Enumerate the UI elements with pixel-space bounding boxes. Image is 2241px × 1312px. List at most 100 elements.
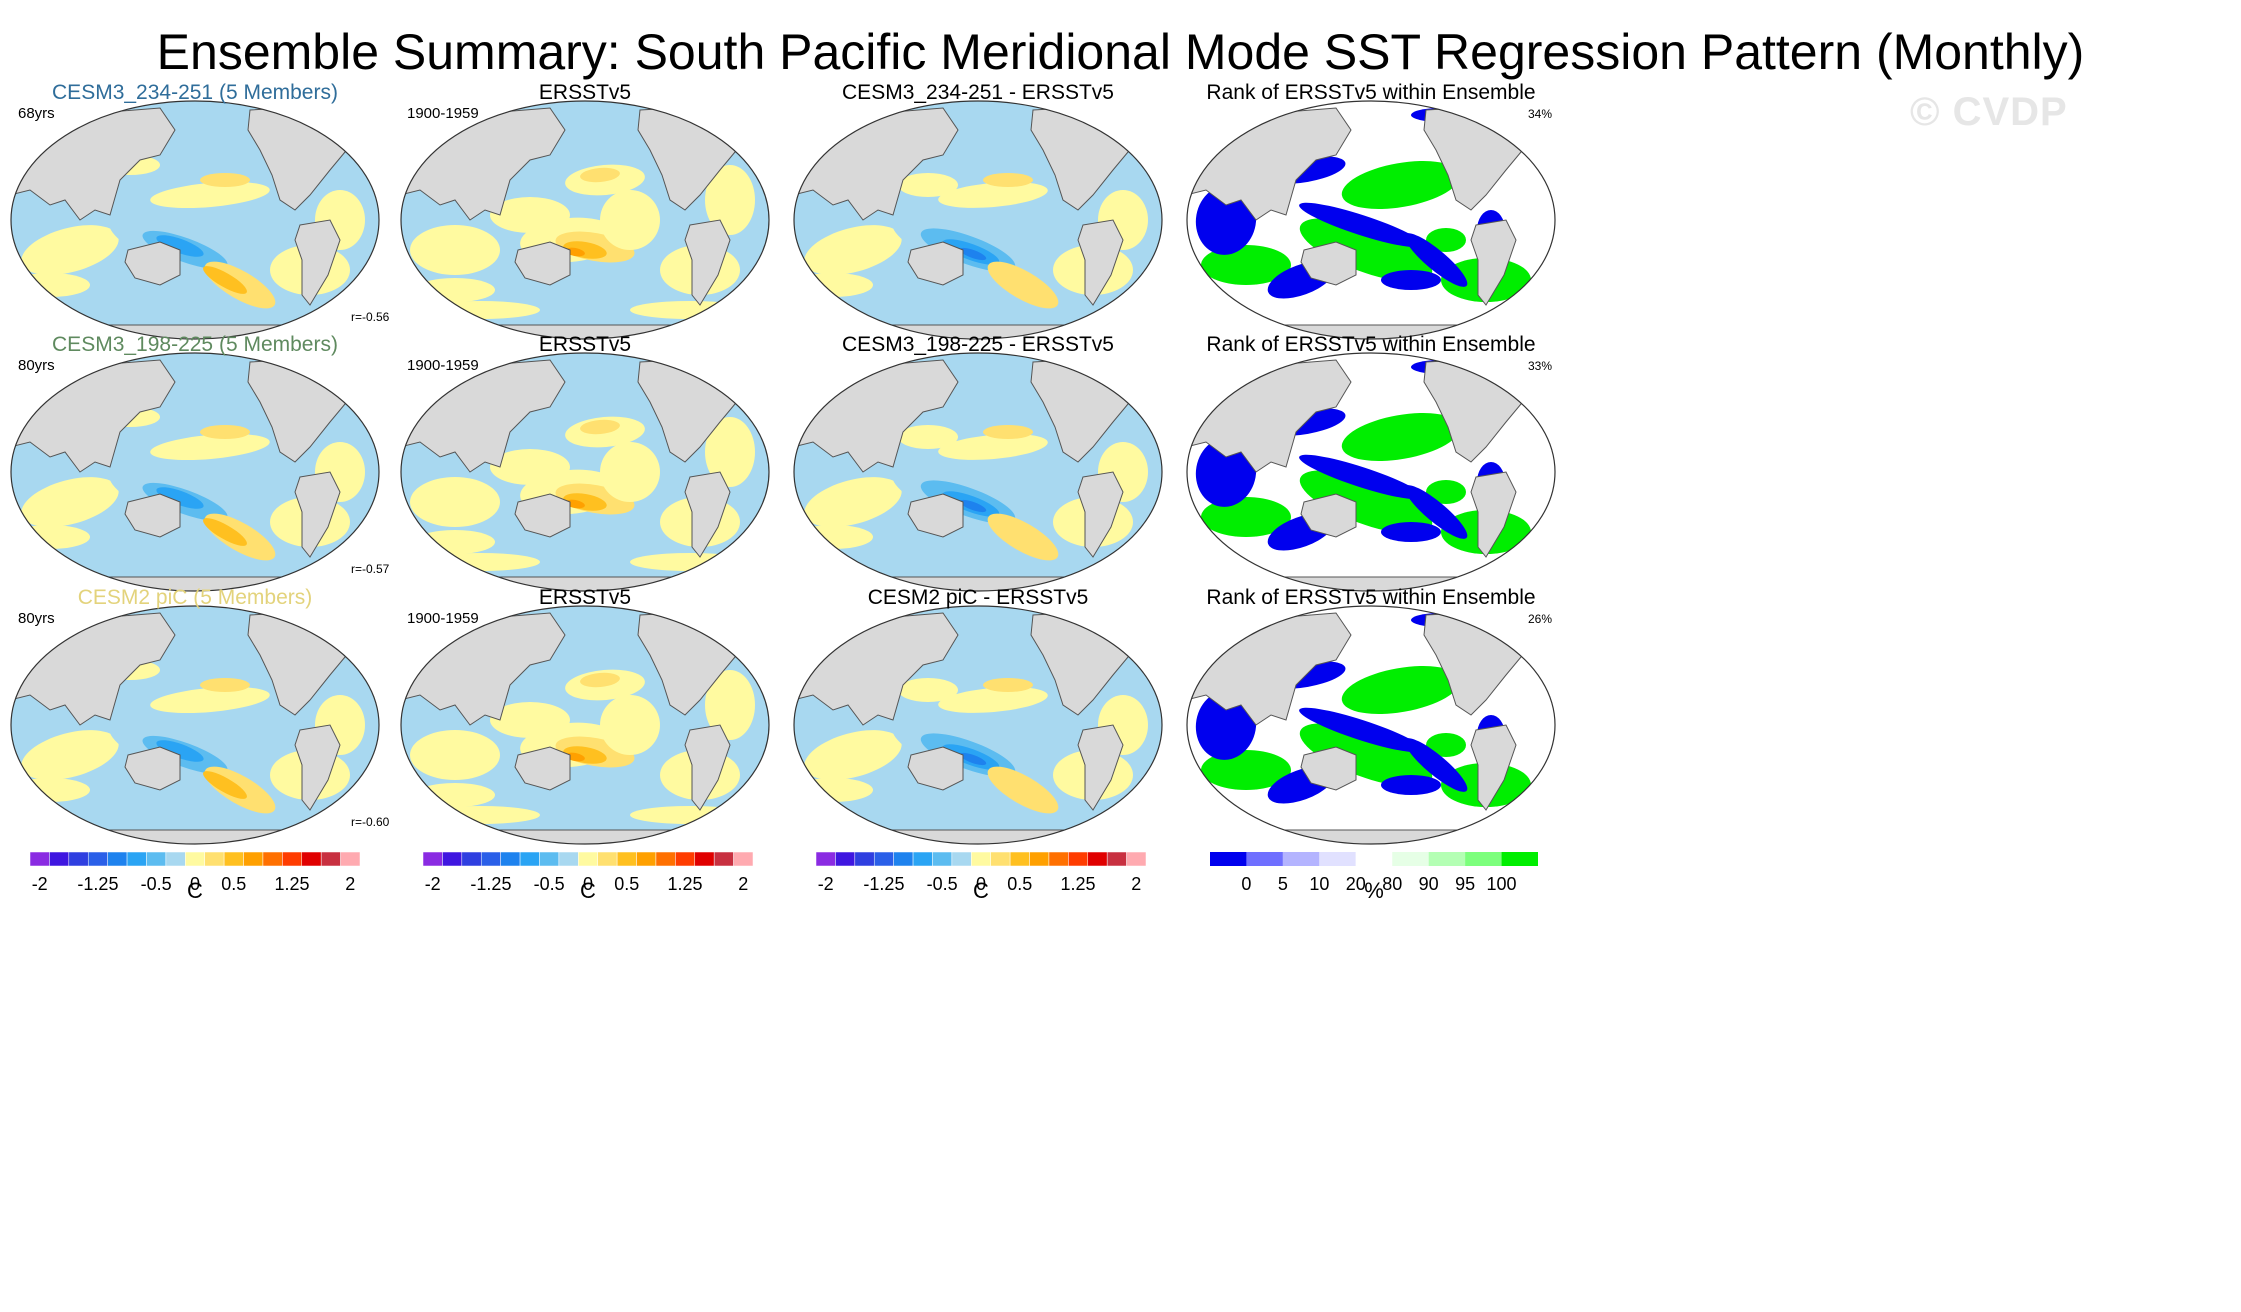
colorbar-box bbox=[461, 851, 482, 867]
sst-anomaly bbox=[580, 672, 620, 688]
colorbar-box bbox=[1355, 852, 1393, 866]
sst-anomaly bbox=[938, 687, 1048, 713]
colorbar-box bbox=[815, 851, 836, 867]
greenland-land bbox=[1137, 609, 1162, 641]
colorbar-box bbox=[835, 851, 856, 867]
colorbar-box bbox=[126, 851, 147, 867]
colorbar-box bbox=[519, 851, 540, 867]
rank-region bbox=[1381, 270, 1441, 290]
colorbar-box bbox=[282, 851, 303, 867]
colorbar-box bbox=[87, 851, 108, 867]
colorbar-tick-label: 0 bbox=[190, 874, 200, 894]
colorbar-box bbox=[340, 851, 361, 867]
sst-anomaly bbox=[21, 477, 119, 527]
diff-map bbox=[793, 100, 1163, 340]
period-label: 1900-1959 bbox=[407, 357, 479, 374]
colorbar-tick-label: 100 bbox=[1487, 874, 1517, 894]
sst-anomaly bbox=[150, 433, 270, 461]
sst-anomaly bbox=[156, 487, 204, 509]
obs-panel-title: ERSSTv5 bbox=[538, 333, 632, 356]
diff-panel-title: CESM2 piC - ERSSTv5 bbox=[867, 586, 1089, 609]
colorbar-box bbox=[480, 851, 501, 867]
pattern-correlation: r=-0.57 bbox=[351, 562, 390, 576]
australia-land bbox=[514, 241, 571, 286]
rank-region bbox=[1381, 775, 1441, 795]
colorbar-units: C bbox=[973, 878, 989, 903]
south-america-land bbox=[684, 471, 731, 558]
colorbar-box bbox=[1319, 852, 1356, 866]
sst-anomaly bbox=[150, 686, 270, 714]
rank-region bbox=[1195, 185, 1257, 255]
obs-panel-title: ERSSTv5 bbox=[538, 81, 632, 104]
colorbar-box bbox=[1009, 851, 1030, 867]
sst-anomaly bbox=[200, 425, 250, 439]
australia-land bbox=[907, 493, 964, 538]
greenland-land bbox=[354, 104, 379, 136]
australia-land bbox=[514, 746, 571, 791]
map-outline bbox=[400, 605, 770, 845]
obs-map bbox=[400, 100, 770, 340]
sst-anomaly bbox=[804, 477, 902, 527]
rank-region bbox=[1201, 245, 1291, 285]
rank-region bbox=[1404, 485, 1468, 539]
rank-colorbar: 0 5 10 20 80 90 95 100 bbox=[1210, 852, 1538, 894]
colorbar-box bbox=[243, 851, 264, 867]
sst-anomaly bbox=[804, 225, 902, 275]
australia-land bbox=[514, 493, 571, 538]
sst-anomaly bbox=[630, 553, 750, 571]
australia-land bbox=[1300, 746, 1357, 791]
rank-region bbox=[1299, 470, 1433, 534]
colorbar-units: % bbox=[1364, 878, 1384, 903]
sst-anomaly bbox=[21, 730, 119, 780]
colorbar-box bbox=[1068, 851, 1089, 867]
south-america-land bbox=[1077, 724, 1124, 811]
map-outline bbox=[400, 100, 770, 340]
south-america-land bbox=[684, 724, 731, 811]
colorbar-tick-label: -2 bbox=[425, 874, 441, 894]
colorbar-units: C bbox=[187, 878, 203, 903]
colorbar-box bbox=[655, 851, 676, 867]
rank-region bbox=[1195, 690, 1257, 760]
period-label: 1900-1959 bbox=[407, 105, 479, 122]
greenland-land bbox=[744, 104, 769, 136]
colorbar-box bbox=[971, 851, 991, 867]
ensemble-map bbox=[10, 605, 380, 845]
colorbar-box bbox=[1048, 851, 1069, 867]
map-outline bbox=[1186, 100, 1556, 340]
sst-colorbar-1: -2 -1.25 -0.5 0 0.5 1.25 2 bbox=[29, 851, 361, 894]
pattern-correlation: r=-0.56 bbox=[351, 310, 390, 324]
colorbar-box bbox=[185, 851, 205, 867]
south-america-land bbox=[294, 471, 341, 558]
south-america-land bbox=[1077, 471, 1124, 558]
sst-anomaly bbox=[200, 678, 250, 692]
colorbar-box bbox=[1428, 852, 1466, 866]
sst-anomaly bbox=[490, 449, 570, 485]
rank-region bbox=[1341, 412, 1461, 462]
map-outline bbox=[793, 100, 1163, 340]
greenland-land bbox=[354, 609, 379, 641]
colorbar-tick-label: -1.25 bbox=[470, 874, 511, 894]
sst-anomaly bbox=[983, 425, 1033, 439]
sst-anomaly bbox=[983, 678, 1033, 692]
colorbar-tick-label: 20 bbox=[1346, 874, 1366, 894]
sst-anomaly bbox=[705, 417, 755, 487]
rank-region bbox=[1299, 218, 1433, 282]
rank-map bbox=[1186, 352, 1556, 592]
australia-land bbox=[124, 746, 181, 791]
ensemble-panel-title: CESM3_234-251 (5 Members) bbox=[52, 81, 338, 104]
antarctica-land bbox=[401, 829, 769, 844]
rank-region bbox=[1381, 522, 1441, 542]
map-outline bbox=[1186, 605, 1556, 845]
sst-anomaly bbox=[987, 766, 1059, 814]
colorbar-tick-label: 95 bbox=[1455, 874, 1475, 894]
sst-anomaly bbox=[420, 301, 540, 319]
south-america-land bbox=[294, 219, 341, 306]
rank-region bbox=[1426, 733, 1466, 757]
antarctica-land bbox=[11, 829, 379, 844]
colorbar-tick-label: 10 bbox=[1309, 874, 1329, 894]
ensemble-map bbox=[10, 100, 380, 340]
colorbar-tick-label: 0.5 bbox=[1007, 874, 1032, 894]
sst-anomaly bbox=[804, 730, 902, 780]
colorbar-tick-label: 5 bbox=[1278, 874, 1288, 894]
colorbar-tick-label: 80 bbox=[1382, 874, 1402, 894]
